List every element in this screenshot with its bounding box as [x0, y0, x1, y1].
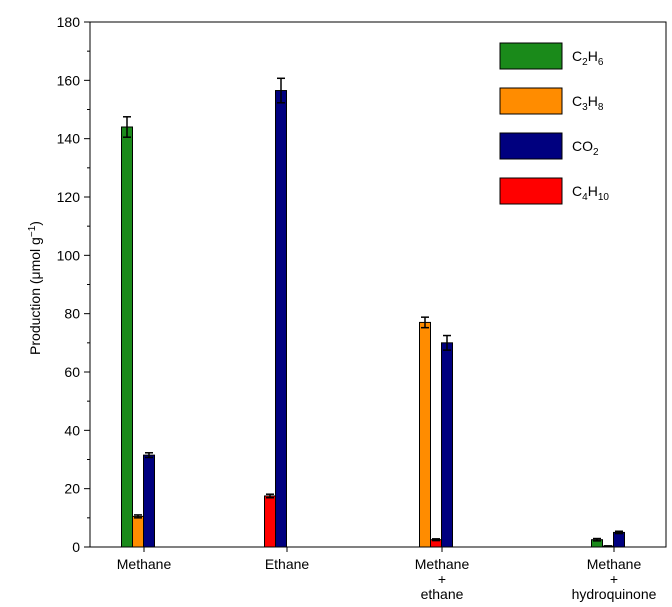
- x-tick-label: +: [610, 571, 618, 587]
- legend-label-part: 4: [582, 192, 588, 203]
- legend-label-part: 3: [582, 102, 588, 113]
- y-tick-label: 160: [57, 72, 81, 88]
- bar-C2H6: [121, 126, 133, 548]
- legend-label-part: 6: [598, 57, 604, 68]
- legend-label-part: 10: [598, 192, 610, 203]
- legend-label-C2H6: C2H6: [572, 48, 604, 68]
- y-axis-label-end: ): [27, 221, 43, 226]
- y-axis-label-superscript: −1: [27, 225, 38, 237]
- y-tick-label: 80: [64, 306, 80, 322]
- legend-label-part: C: [572, 183, 582, 199]
- bar-C3H8: [132, 515, 144, 548]
- bar-CO2: [143, 454, 155, 548]
- legend-label-part: H: [588, 48, 598, 64]
- bar-CO2: [275, 90, 287, 548]
- legend-label-CO2: CO2: [572, 138, 599, 158]
- legend-label-part: H: [588, 183, 598, 199]
- x-tick-label: Methane: [415, 556, 470, 572]
- x-tick-label: Methane: [117, 556, 172, 572]
- y-axis-label: Production (μmol g−1): [27, 221, 44, 355]
- y-tick-label: 40: [64, 422, 80, 438]
- legend-label-part: 2: [582, 57, 588, 68]
- x-tick-label: Ethane: [265, 556, 310, 572]
- x-tick-label: hydroquinone: [572, 586, 657, 602]
- legend-label-part: 2: [593, 147, 599, 158]
- bar-C3H8: [419, 321, 431, 548]
- y-tick-label: 180: [57, 14, 81, 30]
- y-tick-label: 120: [57, 189, 81, 205]
- x-tick-label: +: [438, 571, 446, 587]
- y-axis: 0 20 40 60 80 100 120 140 160 180: [57, 14, 90, 555]
- bar-CO2: [613, 531, 625, 548]
- x-tick-label: Methane: [587, 556, 642, 572]
- bar-C4H10: [264, 495, 276, 548]
- y-tick-label: 100: [57, 247, 81, 263]
- x-axis: Methane Ethane Methane+ethaneMethane+hydro…: [117, 547, 657, 602]
- legend-label-part: C: [572, 48, 582, 64]
- legend-label-part: H: [588, 93, 598, 109]
- legend-label-part: CO: [572, 138, 593, 154]
- bar-CO2: [441, 342, 453, 548]
- legend-swatch-C4H10: [499, 177, 563, 205]
- legend-label-part: C: [572, 93, 582, 109]
- legend-swatch-CO2: [499, 132, 563, 160]
- y-axis-label-main: Production (μmol g: [27, 237, 43, 355]
- legend-label-C3H8: C3H8: [572, 93, 604, 113]
- legend-label-C4H10: C4H10: [572, 183, 609, 203]
- y-tick-label: 20: [64, 481, 80, 497]
- y-tick-label: 0: [72, 539, 80, 555]
- y-tick-label: 140: [57, 131, 81, 147]
- legend-swatch-C2H6: [499, 42, 563, 70]
- y-tick-label: 60: [64, 364, 80, 380]
- legend-swatch-C3H8: [499, 87, 563, 115]
- bars: [121, 77, 625, 548]
- x-tick-label: ethane: [421, 586, 464, 602]
- legend-label-part: 8: [598, 102, 604, 113]
